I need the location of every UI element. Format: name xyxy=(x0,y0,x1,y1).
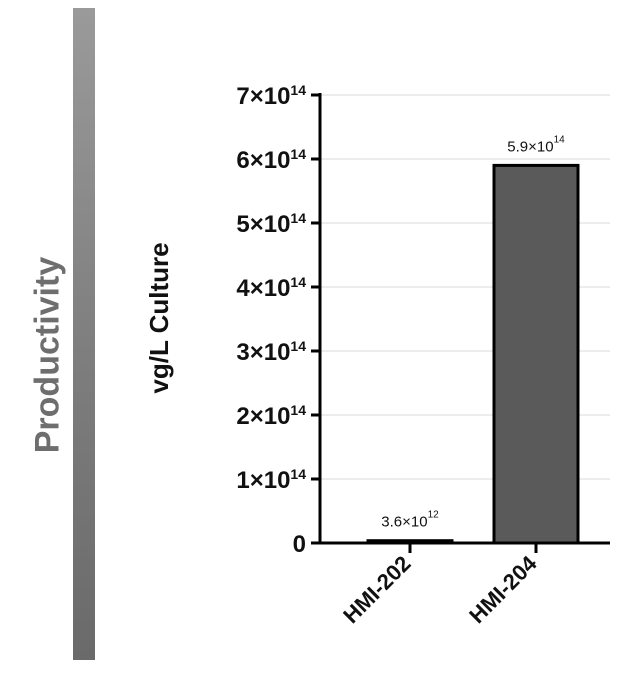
data-label: 5.9×1014 xyxy=(507,134,565,155)
y-tick-label: 6×1014 xyxy=(236,146,306,174)
data-label: 3.6×1012 xyxy=(381,510,439,531)
bar xyxy=(492,163,580,545)
bar xyxy=(366,539,454,545)
y-tick-label: 3×1014 xyxy=(236,338,306,366)
y-axis-label: vg/L Culture xyxy=(144,242,174,393)
x-tick-label: HMI-204 xyxy=(464,550,542,628)
y-tick-label: 4×1014 xyxy=(236,274,306,302)
x-tick-label: HMI-202 xyxy=(338,551,415,628)
y-tick-label: 0 xyxy=(293,531,306,558)
y-tick-label: 1×1014 xyxy=(236,466,306,494)
productivity-bar xyxy=(73,8,95,660)
y-tick-label: 7×1014 xyxy=(236,82,306,110)
y-tick-label: 5×1014 xyxy=(236,210,306,238)
y-tick-label: 2×1014 xyxy=(236,402,306,430)
